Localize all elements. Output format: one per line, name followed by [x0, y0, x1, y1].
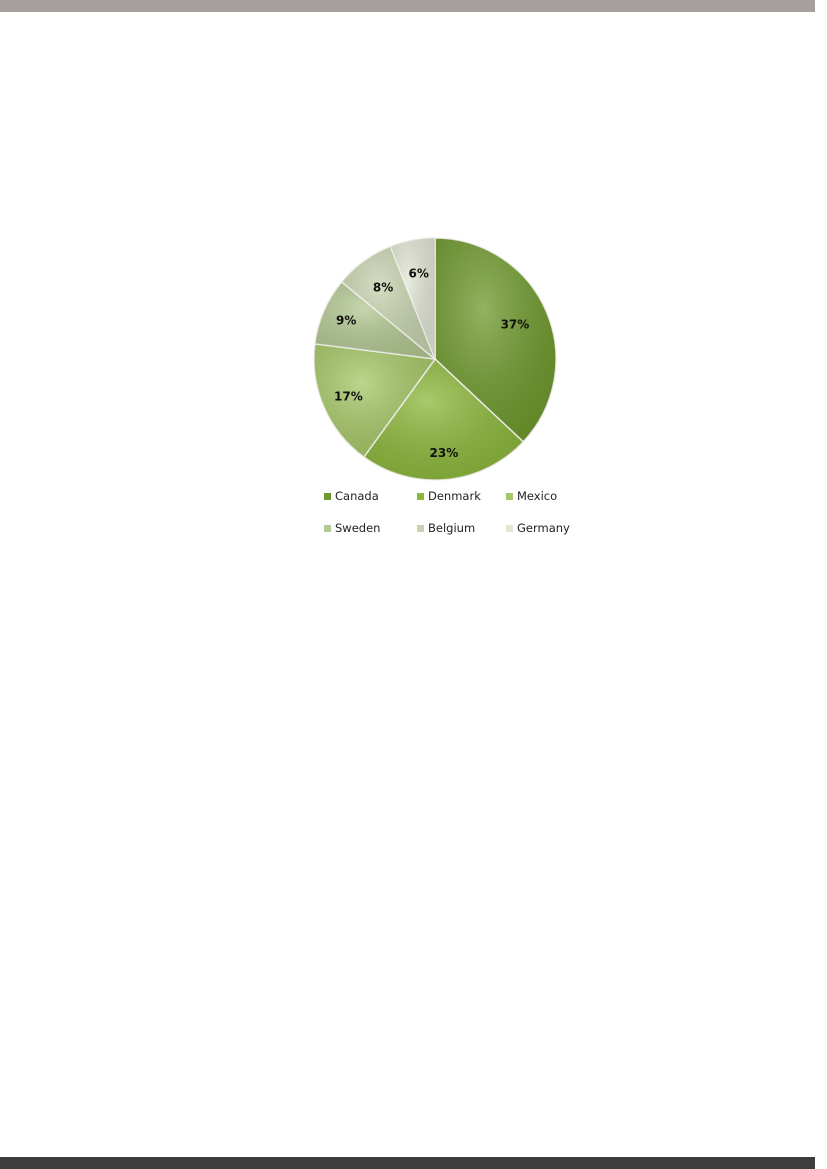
data-label: 17% — [334, 389, 363, 403]
legend-swatch — [324, 493, 331, 500]
legend-item-canada: Canada — [324, 489, 379, 503]
legend-label: Denmark — [428, 489, 481, 503]
legend-swatch — [324, 525, 331, 532]
pie-slice-shading — [341, 246, 435, 359]
pie-slice-shading — [363, 359, 524, 480]
legend-item-sweden: Sweden — [324, 521, 380, 535]
data-label: 37% — [501, 317, 530, 331]
bottom-bar — [0, 1157, 815, 1169]
legend-label: Sweden — [335, 521, 380, 535]
legend-item-belgium: Belgium — [417, 521, 475, 535]
data-label: 8% — [373, 281, 393, 295]
page-edge — [816, 0, 827, 1169]
pie-slice-shading — [435, 238, 556, 442]
legend-label: Canada — [335, 489, 379, 503]
legend-item-mexico: Mexico — [506, 489, 557, 503]
legend-item-denmark: Denmark — [417, 489, 481, 503]
legend-label: Belgium — [428, 521, 475, 535]
pie-slice-shading — [390, 238, 435, 359]
legend-label: Mexico — [517, 489, 557, 503]
pie-slice-shading — [314, 281, 435, 359]
top-bar — [0, 0, 815, 12]
legend-swatch — [417, 493, 424, 500]
legend-label: Germany — [517, 521, 570, 535]
pie-slice-shading — [314, 343, 435, 457]
data-label: 23% — [430, 446, 459, 460]
data-label: 9% — [336, 314, 356, 328]
legend-item-germany: Germany — [506, 521, 570, 535]
legend-swatch — [417, 525, 424, 532]
legend-swatch — [506, 493, 513, 500]
data-label: 6% — [408, 266, 428, 280]
legend-swatch — [506, 525, 513, 532]
